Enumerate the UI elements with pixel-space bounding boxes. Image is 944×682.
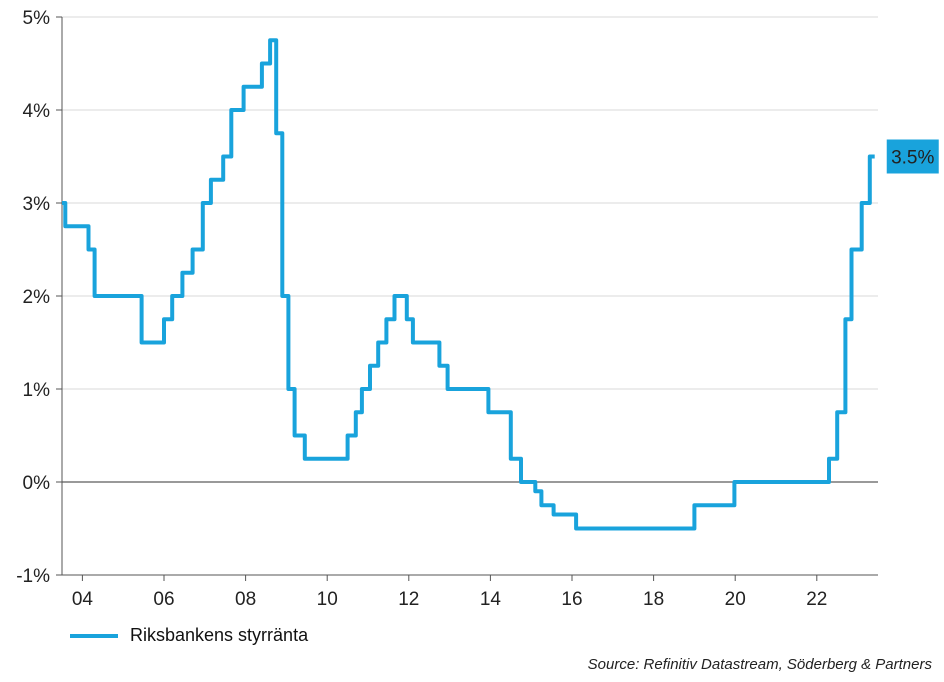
x-tick-label: 06 (153, 589, 174, 610)
y-tick-label: 4% (23, 101, 51, 122)
x-tick-label: 20 (725, 589, 746, 610)
y-tick-label: 3% (23, 194, 51, 215)
legend-swatch (70, 633, 118, 638)
x-tick-label: 18 (643, 589, 664, 610)
x-tick-label: 12 (398, 589, 419, 610)
source-note: Source: Refinitiv Datastream, Söderberg … (587, 656, 932, 673)
x-tick-label: 04 (72, 589, 94, 610)
y-tick-label: -1% (16, 566, 50, 587)
y-tick-label: 0% (23, 473, 51, 494)
legend-label: Riksbankens styrränta (130, 625, 309, 645)
y-tick-label: 2% (23, 287, 51, 308)
x-tick-label: 16 (561, 589, 582, 610)
annotation-box (886, 139, 939, 174)
legend: Riksbankens styrränta (70, 625, 308, 646)
x-tick-label: 10 (317, 589, 338, 610)
annotation-label: 3.5% (891, 148, 934, 169)
label-layer: -1% 0% 1% 2% 3% 4% 5% 04 06 08 10 12 14 16 18 20 22 3.5% (16, 8, 939, 610)
axis-layer (56, 16, 878, 581)
y-tick-label: 5% (23, 8, 51, 29)
series-layer (62, 38, 875, 531)
x-tick-label: 22 (806, 589, 827, 610)
y-tick-label: 1% (23, 380, 51, 401)
series-line (62, 38, 875, 531)
x-tick-label: 14 (480, 589, 502, 610)
x-tick-label: 08 (235, 589, 256, 610)
